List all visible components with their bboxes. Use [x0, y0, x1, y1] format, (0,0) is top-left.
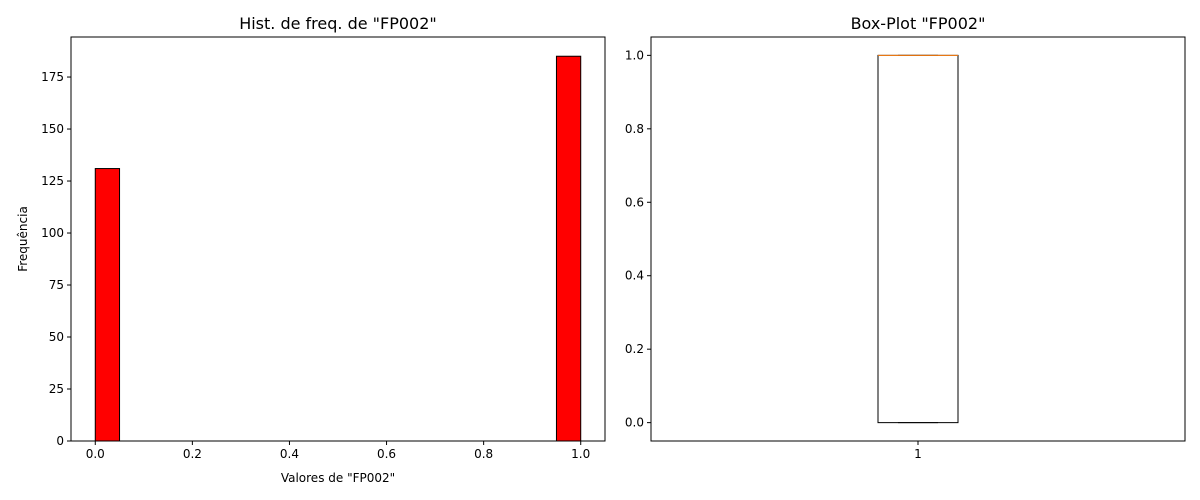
boxplot-y-tick-label: 1.0 [625, 48, 644, 62]
boxplot-y-tick-label: 0.0 [625, 416, 644, 430]
boxplot-panel: Box-Plot "FP002" 0.0 0.2 0.4 0.6 0.8 1.0 1 [625, 14, 1186, 461]
histogram-x-tick-label: 0.8 [474, 447, 493, 461]
histogram-bar-0 [94, 168, 121, 442]
histogram-x-tick-label: 0.0 [86, 447, 105, 461]
histogram-x-tick-label: 1.0 [571, 447, 590, 461]
boxplot-box [877, 54, 959, 424]
boxplot-title: Box-Plot "FP002" [851, 14, 986, 33]
boxplot-y-ticks: 0.0 0.2 0.4 0.6 0.8 1.0 [625, 48, 651, 430]
histogram-axes-frame [70, 36, 606, 442]
histogram-x-tick-label: 0.2 [183, 447, 202, 461]
histogram-bars [94, 55, 582, 442]
boxplot-y-tick-label: 0.8 [625, 122, 644, 136]
histogram-y-tick-label: 175 [41, 70, 64, 84]
boxplot-axes-frame [650, 36, 1186, 442]
histogram-y-tick-label: 0 [56, 434, 64, 448]
histogram-x-axis-label: Valores de "FP002" [281, 471, 395, 485]
histogram-y-ticks: 0 25 50 75 100 125 150 175 [41, 70, 71, 448]
histogram-y-tick-label: 75 [49, 278, 64, 292]
histogram-x-tick-label: 0.6 [377, 447, 396, 461]
histogram-y-tick-label: 125 [41, 174, 64, 188]
histogram-y-tick-label: 25 [49, 382, 64, 396]
boxplot-y-tick-label: 0.4 [625, 269, 644, 283]
histogram-y-tick-label: 50 [49, 330, 64, 344]
histogram-bar-1 [555, 55, 582, 442]
histogram-title: Hist. de freq. de "FP002" [239, 14, 437, 33]
boxplot-x-ticks: 1 [914, 441, 922, 461]
boxplot-y-tick-label: 0.2 [625, 342, 644, 356]
histogram-y-tick-label: 100 [41, 226, 64, 240]
histogram-panel: Hist. de freq. de "FP002" 0.0 0.2 0.4 0.6 0.… [16, 14, 606, 485]
boxplot-y-tick-label: 0.6 [625, 195, 644, 209]
histogram-y-tick-label: 150 [41, 122, 64, 136]
histogram-x-tick-label: 0.4 [280, 447, 299, 461]
boxplot-box-rect [877, 54, 959, 424]
histogram-x-ticks: 0.0 0.2 0.4 0.6 0.8 1.0 [86, 441, 590, 461]
boxplot-x-tick-label: 1 [914, 447, 922, 461]
histogram-y-axis-label: Frequência [16, 206, 30, 272]
